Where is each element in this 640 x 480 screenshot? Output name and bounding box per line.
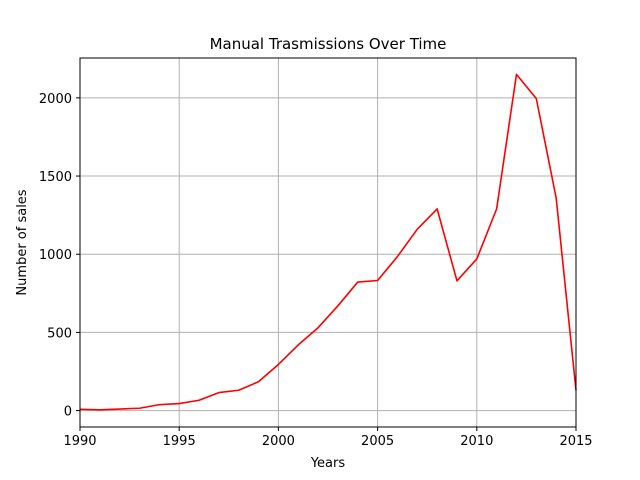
series-line-manual [79, 73, 577, 411]
y-axis-label: Number of sales [15, 189, 30, 295]
x-axis-label: Years [310, 456, 346, 471]
x-tick-label: 2000 [262, 434, 295, 449]
grid-lines [79, 58, 577, 427]
plot-frame [79, 57, 577, 428]
y-tick-label: 2000 [39, 92, 72, 107]
series-layer [79, 73, 577, 411]
x-tick-label: 2010 [460, 434, 493, 449]
y-tick-label: 1000 [39, 248, 72, 263]
x-tick-label: 1995 [163, 434, 196, 449]
x-tick-label: 2005 [361, 434, 394, 449]
chart-title: Manual Trasmissions Over Time [210, 35, 447, 53]
y-tick-label: 0 [64, 405, 72, 420]
y-tick-label: 500 [47, 326, 72, 341]
axis-ticks: 1990 1995 2000 2005 2010 2015 0 500 1000 1500 2000 [39, 92, 593, 449]
x-tick-label: 2015 [559, 434, 592, 449]
y-tick-label: 1500 [39, 170, 72, 185]
x-tick-label: 1990 [63, 434, 96, 449]
